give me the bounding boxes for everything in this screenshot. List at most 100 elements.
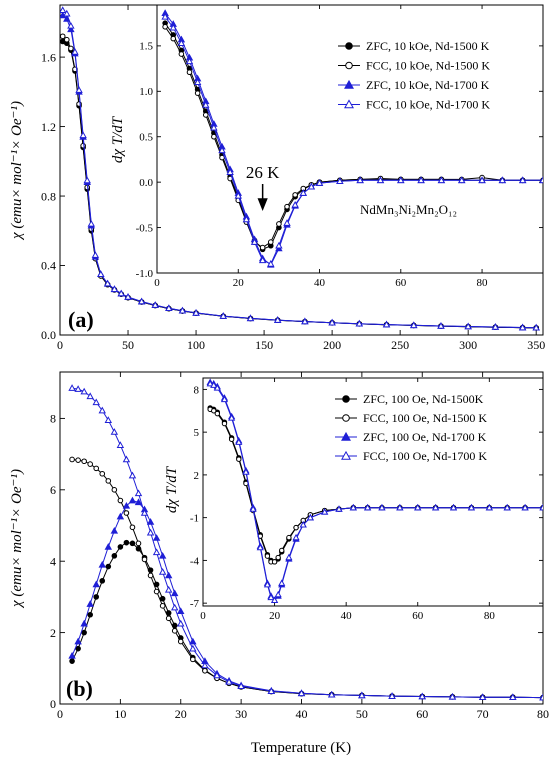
panel-a-series-4-point (91, 251, 100, 258)
panel-b-series-4-point (74, 385, 82, 392)
panel-b-series (68, 384, 543, 701)
panel-b-series-1-point (159, 595, 166, 602)
inset-a-legend-marker (345, 42, 353, 50)
panel-b-series-4-point (110, 428, 119, 435)
inset-b-legend-marker (341, 431, 351, 441)
inset-b-ylabel: dχ T/dT (164, 465, 180, 513)
inset-a-series-2-point (276, 221, 282, 227)
inset-a-series-2-point (178, 51, 185, 57)
inset-a-series-4-point (218, 146, 226, 154)
inset-a-ytick-label: 1.5 (139, 41, 153, 53)
inset-a-ticks: 0 20 40 60 80 -1.0 -0.5 0.0 0.5 1.0 1.5 (136, 5, 543, 289)
panel-b-series-2-point (141, 556, 148, 563)
panel-a-series-4-point (464, 322, 472, 330)
panel-b-series-4-point (116, 441, 125, 448)
inset-b-series-4-point (485, 503, 493, 511)
panel-b-series-4-point (189, 644, 197, 652)
inset-b-series-2-point (271, 559, 278, 565)
inset-a-series-4-point (258, 256, 267, 264)
inset-b-series-4-point (539, 503, 543, 511)
inset-b-series-2-point (286, 534, 292, 541)
inset-b-series-4-point (285, 553, 293, 561)
inset-a-series-2-point (284, 203, 290, 210)
inset-a-series-4-point (539, 176, 543, 184)
panel-b-series-4-point (213, 671, 221, 679)
legend-b: ZFC, 100 Oe, Nd-1500K FCC, 100 Oe, Nd-150… (335, 392, 487, 463)
inset-a-series-4-point (234, 191, 242, 199)
panel-a-series-4-point (67, 21, 75, 29)
inset-a-legend-marker (344, 99, 354, 109)
inset-b-series-4-point (364, 503, 372, 511)
panel-b-series-1-point (69, 658, 75, 664)
inset-a-ytick-label: 0.0 (139, 177, 153, 189)
panel-b-ytick-label: 0 (50, 697, 56, 711)
inset-b-series-4-point (521, 503, 529, 511)
inset-b-frame (202, 377, 544, 607)
panel-a-series-4-point (165, 304, 173, 312)
inset-b-series-4-point (263, 580, 272, 588)
inset-a-series-4-point (283, 219, 291, 226)
panel-b-series-4-point (98, 406, 106, 414)
inset-a-series-4-point (161, 12, 169, 20)
panel-b-series-2-point (159, 603, 166, 609)
inset-a-legend-entry: FCC, 10 kOe, Nd-1500 K (366, 59, 490, 73)
panel-a-series-4-point (63, 9, 71, 17)
panel-b-series-4-point (104, 416, 113, 423)
inset-a-series-4-point (307, 182, 316, 190)
inset-b-series-4-point (228, 414, 236, 421)
panel-a-ytick-label: 0.0 (41, 328, 56, 342)
panel-a-series-2-point (68, 45, 74, 52)
panel-a-series-4-point (192, 309, 200, 316)
panel-a-ytick-label: 0.8 (41, 189, 56, 203)
panel-b-series-4-point (164, 585, 173, 593)
inset-b: 0 20 40 60 80 -7 -4 -1 2 5 8 dχ T/dT ZFC, 100 Oe, … (164, 377, 544, 622)
panel-a-series-4-point (437, 322, 445, 329)
panel-a-series-3-point (67, 25, 75, 33)
inset-a-series-2-point (162, 24, 168, 30)
panel-b-series-4-point (267, 687, 276, 694)
panel-a-series (60, 6, 540, 331)
inset-b-series (206, 378, 543, 603)
inset-b-series-4-point (270, 596, 279, 603)
panel-b-series-2-point (105, 478, 112, 484)
panel-b-xtick-label: 10 (114, 707, 126, 721)
panel-a-series-4-point (60, 6, 67, 14)
inset-a-series-4-point (242, 215, 251, 223)
inset-b-legend-marker (342, 395, 350, 403)
inset-a-ylabel: dχ T/dT (110, 115, 126, 163)
inset-a-series-4-point (193, 78, 202, 86)
panel-a-xtick-label: 0 (57, 338, 63, 352)
inset-a-xtick-label: 80 (477, 277, 489, 289)
inset-b-series-4-point (213, 384, 221, 391)
panel-b-series-1-point (75, 645, 81, 652)
panel-b-series-4-point (170, 603, 179, 611)
inset-a-legend-entry: FCC, 10 kOe, Nd-1700 K (366, 98, 490, 112)
panel-a-series-4-point (410, 321, 418, 329)
inset-b-ytick-label: 5 (194, 427, 200, 439)
inset-a-series-4-point (397, 176, 405, 184)
panel-b-series-3-point (116, 512, 125, 520)
inset-a-legend-marker (345, 61, 353, 70)
panel-a-series-line-4 (62, 9, 537, 329)
panel-a-series-2-point (64, 36, 70, 43)
inset-b-series-2-point (279, 547, 285, 554)
inset-b-series-4-point (210, 381, 218, 388)
panel-b-series-4-point (177, 619, 185, 627)
inset-a-series-2-point (170, 35, 177, 42)
panel-a-series-4-point (328, 318, 336, 326)
inset-b-series-4-point (267, 593, 275, 601)
panel-a-series-4-point (532, 323, 540, 331)
panel-b-series-2-point (117, 497, 124, 504)
panel-b-series-3-point (128, 496, 137, 504)
panel-b-series-4-point (225, 677, 233, 685)
inset-a-series-4-point (518, 176, 527, 184)
panel-a-ytick-label: 0.4 (41, 259, 56, 273)
inset-b-ytick-label: 2 (194, 470, 200, 482)
inset-b-series-4-point (349, 503, 357, 511)
panel-b-series-4-point (158, 568, 167, 575)
inset-b-legend-entry: FCC, 100 Oe, Nd-1500 K (363, 411, 487, 425)
panel-a-series-2-point (80, 142, 86, 149)
inset-a-frame (156, 4, 544, 274)
panel-b-series-3-point (74, 637, 82, 645)
